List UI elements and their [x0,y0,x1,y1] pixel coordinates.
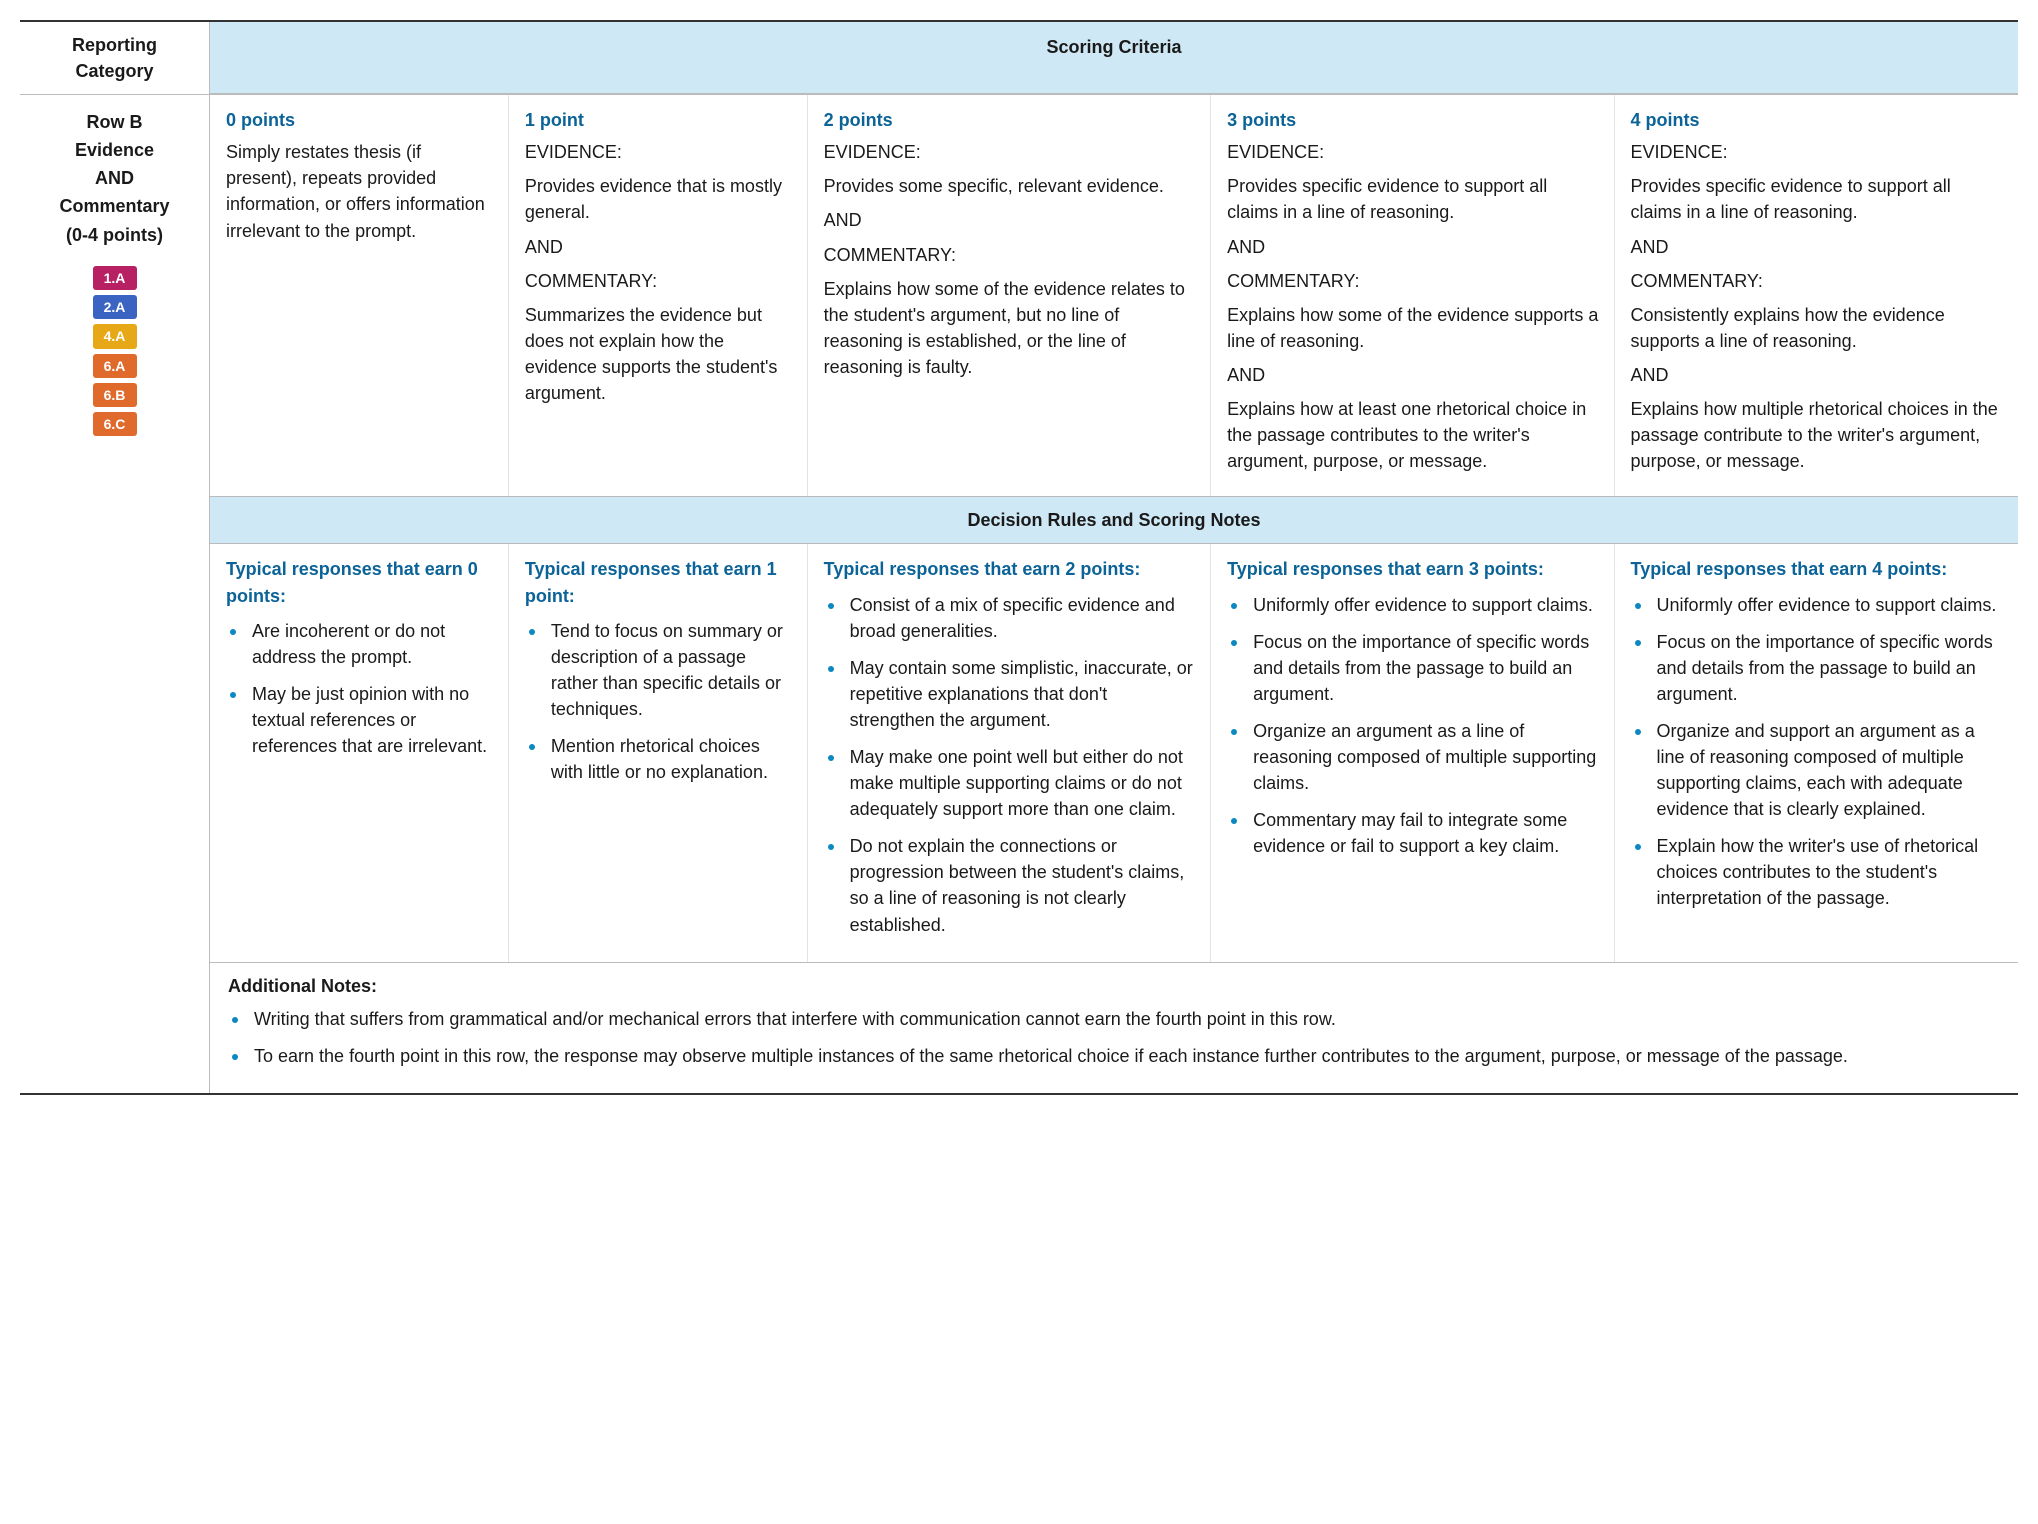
additional-note-item: To earn the fourth point in this row, th… [250,1042,2000,1069]
typical-heading: Typical responses that earn 2 points: [824,556,1196,582]
criteria-text: EVIDENCE: [525,139,793,165]
typical-heading: Typical responses that earn 4 points: [1631,556,2004,582]
points-heading: 3 points [1227,107,1599,133]
typical-item: Do not explain the connections or progre… [846,832,1196,937]
criteria-text: Explains how at least one rhetorical cho… [1227,396,1599,474]
criteria-text: AND [824,207,1196,233]
typical-item: Consist of a mix of specific evidence an… [846,591,1196,644]
category-cell: Row B Evidence AND Commentary (0-4 point… [20,95,210,1093]
criteria-text: EVIDENCE: [1227,139,1599,165]
criteria-text: AND [1631,234,2004,260]
criteria-text: AND [1227,234,1599,260]
typical-item: May contain some simplistic, inaccurate,… [846,654,1196,733]
additional-notes-list: Writing that suffers from grammatical an… [228,1005,2000,1069]
header-row: Reporting Category Scoring Criteria [20,22,2018,94]
scoring-criteria-header: Scoring Criteria [210,22,2018,94]
criteria-text: AND [1227,362,1599,388]
skill-tag: 6.A [93,354,137,378]
typical-item: Explain how the writer's use of rhetoric… [1653,832,2004,911]
criteria-cell: 3 points EVIDENCE: Provides specific evide… [1211,95,1614,496]
typical-item: May make one point well but either do no… [846,743,1196,822]
typical-list: Uniformly offer evidence to support clai… [1227,591,1599,860]
additional-note-item: Writing that suffers from grammatical an… [250,1005,2000,1032]
typical-list: Uniformly offer evidence to support clai… [1631,591,2004,912]
typical-list: Are incoherent or do not address the pro… [226,617,494,759]
typical-item: Focus on the importance of specific word… [1653,628,2004,707]
criteria-text: COMMENTARY: [1227,268,1599,294]
typical-item: Focus on the importance of specific word… [1249,628,1599,707]
typical-cell: Typical responses that earn 4 points: Uni… [1615,544,2018,961]
criteria-text: Provides evidence that is mostly general… [525,173,793,225]
criteria-text: Provides some specific, relevant evidenc… [824,173,1196,199]
typical-responses-grid: Typical responses that earn 0 points: Are… [210,544,2018,961]
criteria-text: AND [525,234,793,260]
skill-tag: 6.C [93,412,137,436]
criteria-text: EVIDENCE: [824,139,1196,165]
criteria-text: EVIDENCE: [1631,139,2004,165]
criteria-grid: 0 points Simply restates thesis (if prese… [210,95,2018,496]
criteria-text: Explains how some of the evidence suppor… [1227,302,1599,354]
typical-item: Are incoherent or do not address the pro… [248,617,494,670]
typical-heading: Typical responses that earn 1 point: [525,556,793,608]
points-heading: 2 points [824,107,1196,133]
row-subtitle-1: Evidence [30,137,199,163]
typical-cell: Typical responses that earn 0 points: Are… [210,544,509,961]
row-subtitle-2: AND [30,165,199,191]
decision-rules-header: Decision Rules and Scoring Notes [210,496,2018,544]
typical-item: Organize an argument as a line of reason… [1249,717,1599,796]
row-subtitle-3: Commentary [30,193,199,219]
typical-item: Commentary may fail to integrate some ev… [1249,806,1599,859]
criteria-text: Provides specific evidence to support al… [1227,173,1599,225]
criteria-text: Simply restates thesis (if present), rep… [226,139,494,243]
typical-item: Tend to focus on summary or description … [547,617,793,722]
row-points-range: (0-4 points) [30,222,199,248]
skill-tag: 1.A [93,266,137,290]
row-title: Row B [30,109,199,135]
typical-heading: Typical responses that earn 0 points: [226,556,494,608]
typical-item: May be just opinion with no textual refe… [248,680,494,759]
criteria-text: COMMENTARY: [525,268,793,294]
typical-item: Uniformly offer evidence to support clai… [1249,591,1599,618]
additional-notes: Additional Notes: Writing that suffers f… [210,962,2018,1093]
criteria-cell: 1 point EVIDENCE: Provides evidence that i… [509,95,808,496]
typical-item: Uniformly offer evidence to support clai… [1653,591,2004,618]
skill-tag: 4.A [93,324,137,348]
criteria-text: Explains how multiple rhetorical choices… [1631,396,2004,474]
right-column: 0 points Simply restates thesis (if prese… [210,95,2018,1093]
typical-item: Organize and support an argument as a li… [1653,717,2004,822]
criteria-cell: 2 points EVIDENCE: Provides some specific,… [808,95,1211,496]
criteria-cell: 0 points Simply restates thesis (if prese… [210,95,509,496]
criteria-text: Explains how some of the evidence relate… [824,276,1196,380]
typical-item: Mention rhetorical choices with little o… [547,732,793,785]
skill-tags: 1.A 2.A 4.A 6.A 6.B 6.C [30,266,199,437]
typical-list: Tend to focus on summary or description … [525,617,793,786]
criteria-text: Consistently explains how the evidence s… [1631,302,2004,354]
criteria-text: COMMENTARY: [824,242,1196,268]
points-heading: 1 point [525,107,793,133]
reporting-category-header: Reporting Category [20,22,210,94]
points-heading: 4 points [1631,107,2004,133]
typical-cell: Typical responses that earn 1 point: Tend… [509,544,808,961]
typical-heading: Typical responses that earn 3 points: [1227,556,1599,582]
rubric-table: Reporting Category Scoring Criteria Row … [20,20,2018,1095]
typical-list: Consist of a mix of specific evidence an… [824,591,1196,938]
criteria-cell: 4 points EVIDENCE: Provides specific evide… [1615,95,2018,496]
additional-notes-title: Additional Notes: [228,973,2000,999]
body-row: Row B Evidence AND Commentary (0-4 point… [20,94,2018,1093]
typical-cell: Typical responses that earn 2 points: Con… [808,544,1211,961]
criteria-text: AND [1631,362,2004,388]
points-heading: 0 points [226,107,494,133]
skill-tag: 6.B [93,383,137,407]
criteria-text: Provides specific evidence to support al… [1631,173,2004,225]
skill-tag: 2.A [93,295,137,319]
typical-cell: Typical responses that earn 3 points: Uni… [1211,544,1614,961]
criteria-text: Summarizes the evidence but does not exp… [525,302,793,406]
criteria-text: COMMENTARY: [1631,268,2004,294]
